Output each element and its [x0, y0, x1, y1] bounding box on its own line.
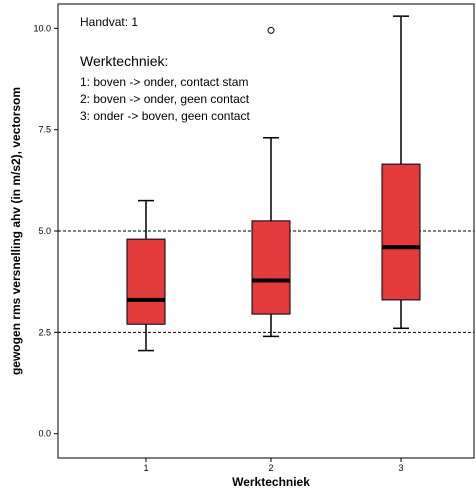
box-series: [126, 15, 421, 352]
x-tick-label-2: 2: [268, 463, 273, 473]
handvat-annotation: Handvat: 1: [80, 15, 138, 29]
y-axis-title: gewogen rms versnelling ahv (in m/s2), v…: [9, 87, 23, 375]
outlier-2-1: [267, 26, 275, 34]
box-group-1: [126, 199, 166, 352]
y-tick-label-4: 10.0: [33, 23, 51, 33]
x-tick-label-1: 1: [143, 463, 148, 473]
legend-title: Werktechniek:: [80, 53, 168, 69]
iqr-box-2: [251, 220, 291, 315]
box-group-3: [381, 15, 421, 330]
legend-item-2: 2: boven -> onder, geen contact: [80, 92, 250, 106]
x-axis: 1 2 3: [143, 458, 404, 473]
iqr-box-1: [126, 238, 166, 325]
y-axis: 0.0 2.5 5.0 7.5 10.0: [33, 23, 58, 439]
y-tick-label-3: 7.5: [38, 125, 51, 135]
y-tick-label-2: 5.0: [38, 226, 51, 236]
y-tick-label-1: 2.5: [38, 327, 51, 337]
x-tick-label-3: 3: [398, 463, 403, 473]
y-tick-label-0: 0.0: [38, 429, 51, 439]
iqr-box-3: [381, 163, 421, 301]
legend-item-3: 3: onder -> boven, geen contact: [80, 109, 250, 123]
x-axis-title: Werktechniek: [232, 475, 310, 489]
box-group-2: [251, 26, 291, 338]
legend-item-1: 1: boven -> onder, contact stam: [80, 75, 248, 89]
